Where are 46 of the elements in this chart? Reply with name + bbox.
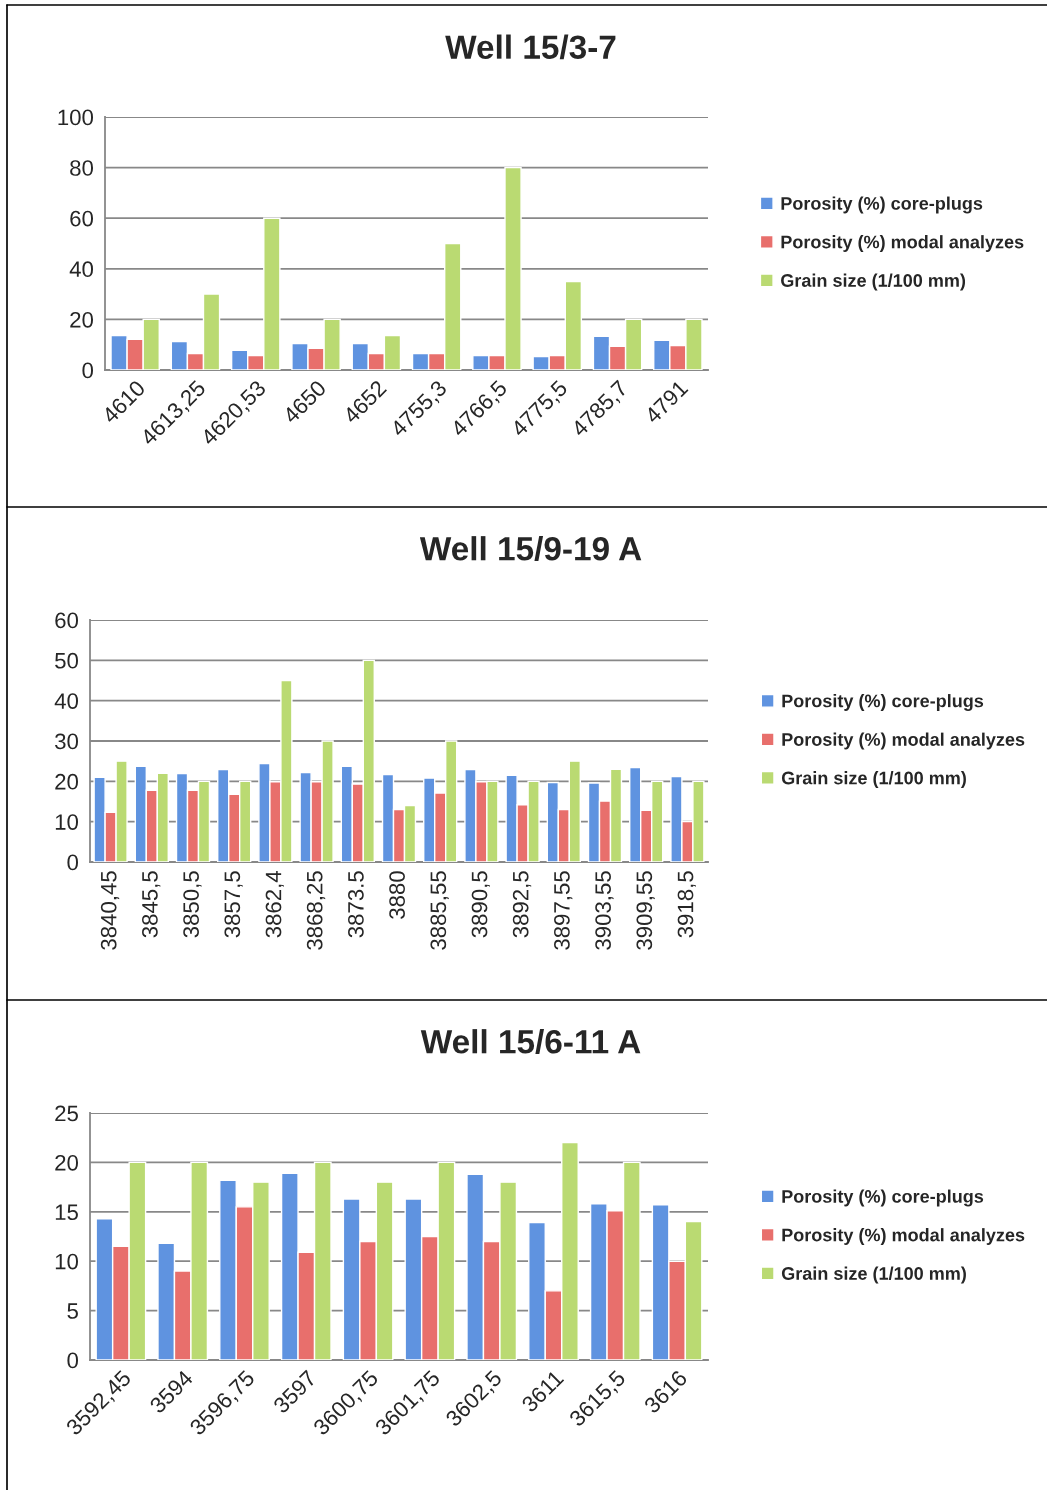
legend-label: Porosity (%) modal analyzes	[782, 1228, 1025, 1245]
y-tick-label: 20	[70, 311, 94, 328]
y-tick-label: 20	[55, 1154, 79, 1171]
y-tick-label: 100	[58, 109, 94, 126]
x-tick-label: 3897,55	[554, 871, 573, 950]
x-tick-label: 3885,55	[430, 871, 449, 950]
y-tick-label: 0	[82, 362, 94, 379]
y-tick-label: 10	[55, 814, 79, 830]
y-tick-label: 0	[67, 1352, 79, 1369]
legend-label: Grain size (1/100 mm)	[781, 1266, 966, 1284]
x-tick-label: 3862,4	[265, 870, 284, 938]
y-tick-label: 40	[69, 261, 94, 278]
legend-label: Porosity (%) core-plugs	[782, 1189, 984, 1207]
legend-label: Porosity (%) modal analyzes	[782, 732, 1025, 750]
x-tick-label: 3845,5	[142, 871, 161, 938]
x-tick-label: 3873.5	[348, 871, 364, 938]
x-tick-label: 3868,25	[306, 871, 326, 950]
x-tick-label: 3892,5	[512, 871, 532, 938]
y-tick-label: 30	[55, 733, 79, 750]
chart-title: Well 15/3-7	[445, 34, 616, 60]
chart-title: Well 15/9-19 A	[419, 536, 642, 561]
y-tick-label: 10	[55, 1253, 79, 1270]
x-tick-label: 3890,5	[471, 871, 490, 938]
x-tick-label: 3840,45	[100, 871, 120, 950]
x-tick-label: 3850,5	[183, 871, 202, 938]
y-tick-label: 50	[55, 652, 79, 669]
y-tick-label: 25	[55, 1105, 78, 1122]
y-tick-label: 0	[67, 854, 79, 871]
legend-label: Porosity (%) core-plugs	[782, 694, 984, 711]
y-tick-label: 20	[55, 773, 79, 790]
legend-label: Grain size (1/100 mm)	[781, 273, 966, 291]
y-tick-label: 60	[70, 210, 94, 227]
y-tick-label: 5	[67, 1303, 78, 1319]
y-tick-label: 60	[55, 612, 79, 629]
chart-title: Well 15/6-11 A	[420, 1029, 641, 1054]
x-tick-label: 3918,5	[677, 871, 696, 938]
x-tick-label: 3909,55	[636, 871, 655, 950]
x-tick-label: 3857,5	[224, 871, 243, 938]
legend-label: Porosity (%) core-plugs	[781, 196, 983, 214]
x-tick-label: 3880	[389, 871, 405, 919]
y-tick-label: 15	[55, 1204, 78, 1221]
y-tick-label: 80	[70, 160, 94, 176]
legend-label: Porosity (%) modal analyzes	[781, 235, 1024, 252]
y-tick-label: 40	[54, 693, 79, 709]
legend-label: Grain size (1/100 mm)	[781, 771, 966, 788]
x-tick-label: 3903,55	[595, 871, 614, 950]
